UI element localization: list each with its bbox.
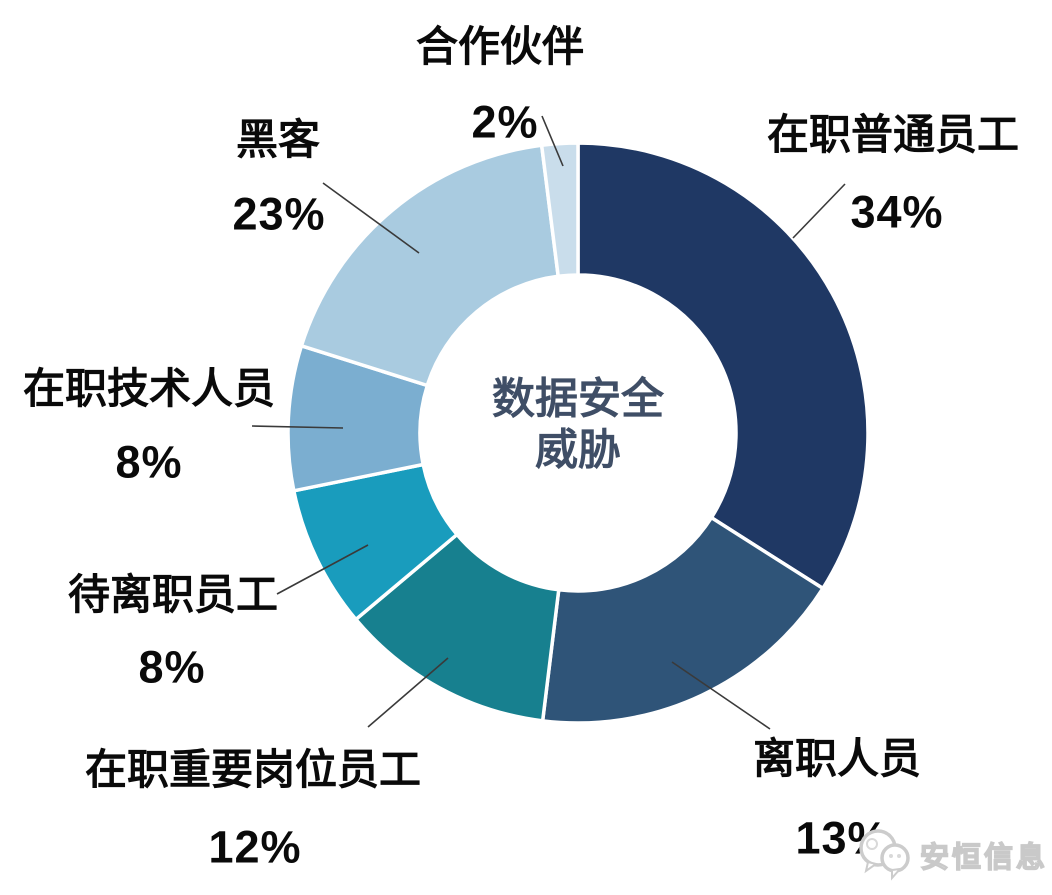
leader-line-hackers	[322, 182, 420, 254]
leader-line-tech-staff	[251, 425, 344, 429]
slice-label-tech-staff: 在职技术人员	[22, 365, 276, 412]
leader-line-departed-staff	[671, 661, 771, 730]
chart-title: 数据安全 威胁	[492, 375, 664, 474]
pie-slice-departed-staff	[540, 515, 825, 725]
slice-pct-leaving-employees: 8%	[138, 641, 206, 693]
leader-line-leaving-employees	[276, 544, 369, 595]
slice-label-departed-staff: 离职人员	[752, 735, 922, 782]
slice-pct-regular-employees: 34%	[850, 186, 944, 238]
slice-label-key-position-employees: 在职重要岗位员工	[84, 746, 422, 793]
leader-line-partners	[541, 115, 564, 167]
slice-pct-partners: 2%	[471, 96, 539, 148]
slice-label-regular-employees: 在职普通员工	[766, 111, 1020, 158]
pie-slices	[286, 141, 870, 725]
slice-pct-tech-staff: 8%	[115, 436, 183, 488]
leader-line-key-position-employees	[367, 657, 449, 728]
slice-label-hackers: 黑客	[235, 116, 321, 163]
leader-line-regular-employees	[792, 183, 846, 239]
watermark-text: 安恒信息	[919, 841, 1049, 874]
pie-slice-hackers	[299, 143, 560, 388]
slice-pct-key-position-employees: 12%	[208, 821, 302, 873]
watermark: 安恒信息	[852, 824, 1048, 886]
slice-label-partners: 合作伙伴	[415, 23, 585, 70]
pie-slice-regular-employees	[576, 141, 870, 591]
chat-bubbles-icon	[859, 829, 910, 881]
slice-pct-hackers: 23%	[232, 188, 326, 240]
slice-label-leaving-employees: 待离职员工	[67, 571, 279, 618]
leader-lines	[251, 115, 846, 730]
